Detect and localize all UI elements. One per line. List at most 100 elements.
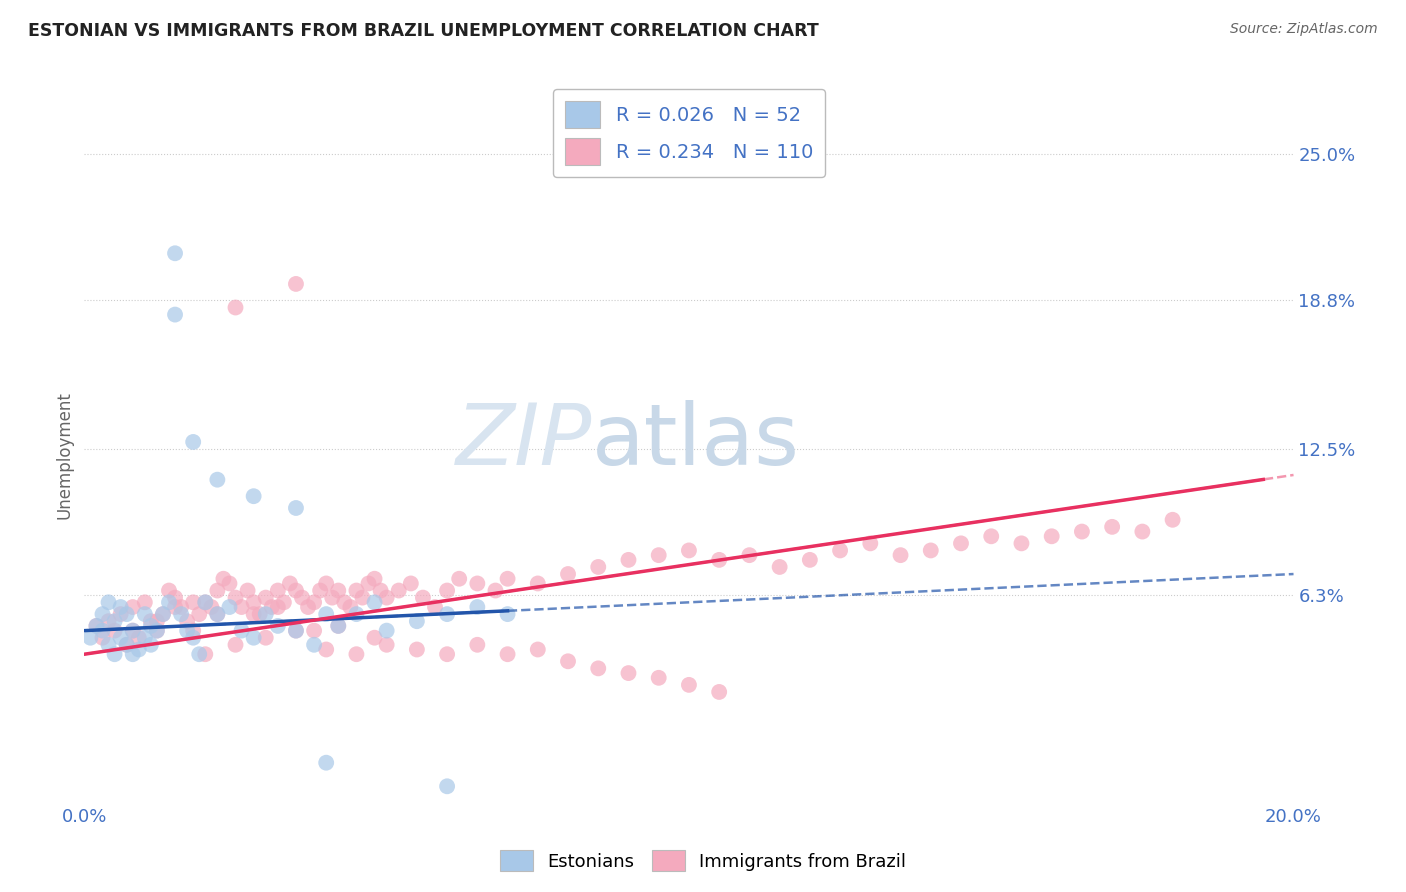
Point (496, 607, 519, 621)
Point (146, 624, 169, 638)
Point (165, 591, 187, 605)
Point (139, 619, 162, 633)
Point (467, 600, 489, 615)
Point (86, 619, 108, 633)
Point (859, 536, 882, 550)
Point (423, 600, 446, 615)
Point (218, 576, 240, 591)
Point (181, 624, 204, 638)
Point (207, 607, 229, 621)
Text: atlas: atlas (592, 400, 800, 483)
Point (254, 631, 277, 645)
Point (436, 607, 458, 621)
Point (188, 607, 211, 621)
Point (769, 560, 792, 574)
Point (315, 576, 337, 591)
Point (194, 595, 217, 609)
Point (346, 583, 368, 598)
Point (830, 543, 852, 558)
Point (194, 595, 217, 609)
Point (980, 529, 1002, 543)
Point (346, 647, 368, 661)
Point (328, 619, 350, 633)
Point (207, 473, 229, 487)
Point (231, 624, 253, 638)
Point (267, 600, 290, 615)
Point (406, 614, 429, 628)
Point (709, 685, 731, 699)
Point (97, 638, 120, 652)
Point (157, 595, 180, 609)
Point (242, 631, 264, 645)
Point (557, 654, 579, 668)
Point (128, 642, 150, 657)
Point (285, 624, 308, 638)
Point (375, 624, 398, 638)
Point (165, 308, 187, 322)
Point (339, 600, 361, 615)
Point (375, 638, 398, 652)
Point (165, 246, 187, 260)
Point (557, 567, 579, 582)
Point (152, 607, 174, 621)
Point (121, 624, 143, 638)
Point (315, 642, 337, 657)
Point (188, 647, 211, 661)
Point (484, 583, 506, 598)
Point (285, 624, 308, 638)
Point (709, 553, 731, 567)
Text: Source: ZipAtlas.com: Source: ZipAtlas.com (1230, 22, 1378, 37)
Point (218, 600, 240, 615)
Point (267, 619, 290, 633)
Point (225, 591, 247, 605)
Point (496, 647, 519, 661)
Y-axis label: Unemployment: Unemployment (55, 391, 73, 519)
Point (194, 647, 217, 661)
Point (278, 576, 301, 591)
Point (436, 583, 458, 598)
Point (412, 591, 434, 605)
Point (110, 631, 132, 645)
Point (399, 576, 422, 591)
Point (165, 600, 187, 615)
Point (86, 619, 108, 633)
Point (363, 572, 385, 586)
Point (321, 591, 343, 605)
Point (436, 779, 458, 793)
Point (128, 631, 150, 645)
Point (121, 624, 143, 638)
Point (291, 591, 314, 605)
Point (346, 607, 368, 621)
Point (467, 638, 489, 652)
Point (1161, 513, 1184, 527)
Point (139, 638, 162, 652)
Point (285, 583, 308, 598)
Point (97, 595, 120, 609)
Text: ESTONIAN VS IMMIGRANTS FROM BRAZIL UNEMPLOYMENT CORRELATION CHART: ESTONIAN VS IMMIGRANTS FROM BRAZIL UNEMP… (28, 22, 818, 40)
Point (110, 607, 132, 621)
Point (121, 600, 143, 615)
Point (115, 638, 138, 652)
Point (799, 553, 821, 567)
Point (1071, 524, 1094, 539)
Point (157, 583, 180, 598)
Point (449, 572, 471, 586)
Point (134, 631, 156, 645)
Point (170, 600, 193, 615)
Point (1101, 520, 1123, 534)
Point (181, 595, 204, 609)
Point (104, 614, 127, 628)
Point (617, 666, 640, 681)
Point (678, 543, 700, 558)
Point (134, 607, 156, 621)
Point (267, 583, 290, 598)
Point (315, 607, 337, 621)
Point (242, 607, 264, 621)
Point (357, 576, 380, 591)
Point (134, 595, 156, 609)
Point (352, 591, 374, 605)
Point (236, 583, 259, 598)
Point (273, 595, 295, 609)
Point (212, 572, 235, 586)
Point (588, 661, 610, 675)
